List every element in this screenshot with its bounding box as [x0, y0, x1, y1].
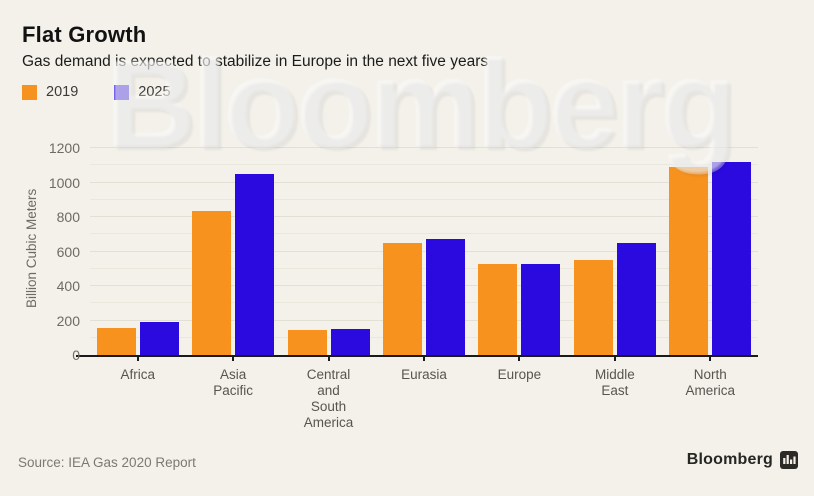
legend-label-2019: 2019: [46, 84, 79, 100]
bar-2019-africa: [96, 328, 136, 355]
x-label-asia-pacific: Asia Pacific: [213, 367, 254, 398]
source-note: Source: IEA Gas 2020 Report: [18, 455, 196, 470]
bar-2025-north-america: [712, 161, 752, 355]
legend-swatch-2025-icon: [114, 84, 130, 100]
x-label-north-america: North America: [685, 367, 736, 398]
gridline-800: [90, 216, 758, 217]
bar-2019-europe: [478, 263, 518, 355]
bar-2019-central-and-south-america: [287, 330, 327, 355]
y-tick-label-400: 400: [56, 278, 80, 294]
bar-group-europe: [472, 142, 567, 355]
bar-2025-eurasia: [425, 239, 465, 355]
y-tick-label-600: 600: [56, 243, 80, 260]
bar-2019-middle-east: [573, 260, 613, 355]
gridline-400: [90, 285, 758, 286]
bar-2025-central-and-south-america: [330, 329, 370, 355]
y-tick-label-800: 800: [56, 209, 80, 225]
y-tick-label-1000: 1000: [48, 174, 80, 191]
bar-2019-asia-pacific: [192, 210, 232, 355]
bar-group-north-america: [663, 142, 758, 355]
bar-group-middle-east: [567, 142, 662, 355]
bar-group-asia-pacific: [185, 142, 280, 355]
bar-2019-north-america: [669, 166, 709, 355]
gridline-1000: [90, 181, 758, 183]
gridline-900: [90, 198, 758, 200]
x-label-middle-east: Middle East: [594, 367, 635, 398]
plot-area: 0 200 400 600 800 1000 1200 Africa Asia Pacific C…: [49, 140, 758, 430]
y-tick-label-0: 0: [72, 347, 80, 363]
x-tick-middle-east: [613, 355, 616, 361]
gridline-1200: [90, 147, 758, 148]
bar-group-central-and-south-america: [281, 142, 376, 355]
y-tick-label-1200: 1200: [48, 140, 80, 156]
x-tick-north-america: [709, 355, 712, 361]
x-tick-eurasia: [423, 355, 425, 361]
bloomberg-brand: Bloomberg: [687, 451, 798, 469]
legend-swatch-2019-icon: [22, 84, 37, 100]
bar-2025-africa: [139, 322, 179, 355]
bar-group-africa: [90, 142, 185, 355]
bar-group-eurasia: [376, 142, 471, 355]
x-label-africa: Africa: [120, 367, 155, 382]
y-tick-label-200: 200: [56, 312, 80, 329]
x-label-eurasia: Eurasia: [401, 367, 447, 382]
gridline-300: [90, 302, 758, 304]
bar-2025-asia-pacific: [235, 173, 275, 355]
legend-item-2019: 2019: [22, 84, 78, 100]
gridline-1100: [90, 164, 758, 166]
gridline-500: [90, 267, 758, 269]
gridline-200: [90, 319, 758, 321]
chart-legend: 2019 2025: [22, 84, 171, 100]
bar-2025-europe: [521, 264, 561, 355]
x-label-europe: Europe: [497, 367, 542, 382]
legend-item-2025: 2025: [114, 84, 171, 100]
x-tick-asia-pacific: [232, 355, 235, 361]
bar-2025-middle-east: [616, 242, 656, 355]
gridline-100: [90, 336, 758, 338]
chart-subtitle: Gas demand is expected to stabilize in E…: [22, 53, 489, 70]
bloomberg-logo-text: Bloomberg: [686, 451, 773, 468]
x-tick-europe: [518, 355, 521, 361]
legend-label-2025: 2025: [138, 84, 171, 100]
bar-2019-eurasia: [382, 242, 422, 355]
x-label-central-and-south-america: Central and South America: [303, 367, 354, 430]
x-tick-africa: [136, 355, 139, 361]
gridline-600: [90, 250, 758, 252]
page-title: Flat Growth: [22, 22, 147, 47]
x-tick-central-and-south-america: [327, 355, 330, 361]
bloomberg-logo-icon: [780, 451, 798, 469]
gridline-700: [90, 233, 758, 235]
